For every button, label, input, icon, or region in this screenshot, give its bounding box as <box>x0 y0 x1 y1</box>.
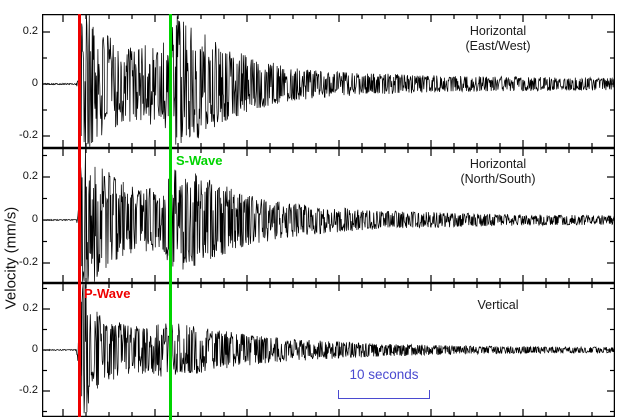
time-scale-label: 10 seconds <box>349 367 419 382</box>
panel-title-line1: Vertical <box>477 298 519 312</box>
s-wave-label: S-Wave <box>176 153 223 168</box>
panel-title-line1: Horizontal <box>469 157 527 171</box>
panel-title-line1: Horizontal <box>469 24 527 38</box>
y-tick-label: 0.2 <box>22 302 38 314</box>
panel-title-north-south: Horizontal (North/South) <box>440 157 556 187</box>
panel-title-line2: (East/West) <box>465 39 531 53</box>
y-tick-label: -0.2 <box>19 129 38 141</box>
p-wave-arrival-line <box>77 14 81 417</box>
y-tick-label: 0 <box>31 213 38 225</box>
waveform-trace-vertical <box>42 284 615 414</box>
seismogram-panel-east-west <box>42 14 615 148</box>
y-tick-label: -0.2 <box>19 384 38 396</box>
panel-frame <box>42 148 615 283</box>
waveform-trace-north-south <box>42 149 615 282</box>
seismogram-canvas-north-south <box>42 148 615 283</box>
y-tick-label: 0.2 <box>22 25 38 37</box>
y-tick-label: 0.2 <box>22 170 38 182</box>
seismogram-canvas-vertical <box>42 283 615 417</box>
panel-title-east-west: Horizontal (East/West) <box>440 24 556 54</box>
s-wave-arrival-line <box>168 14 172 420</box>
y-tick-label: 0 <box>31 343 38 355</box>
panel-title-line2: (North/South) <box>460 172 536 186</box>
seismogram-canvas-east-west <box>42 14 615 148</box>
y-tick-label: -0.2 <box>19 256 38 268</box>
seismogram-panel-vertical <box>42 283 615 417</box>
time-scale-bar <box>338 390 430 399</box>
seismogram-panel-north-south <box>42 148 615 283</box>
panel-title-vertical: Vertical <box>440 298 556 313</box>
y-tick-label: 0 <box>31 77 38 89</box>
waveform-trace-east-west <box>42 15 615 147</box>
p-wave-label: P-Wave <box>84 286 131 301</box>
